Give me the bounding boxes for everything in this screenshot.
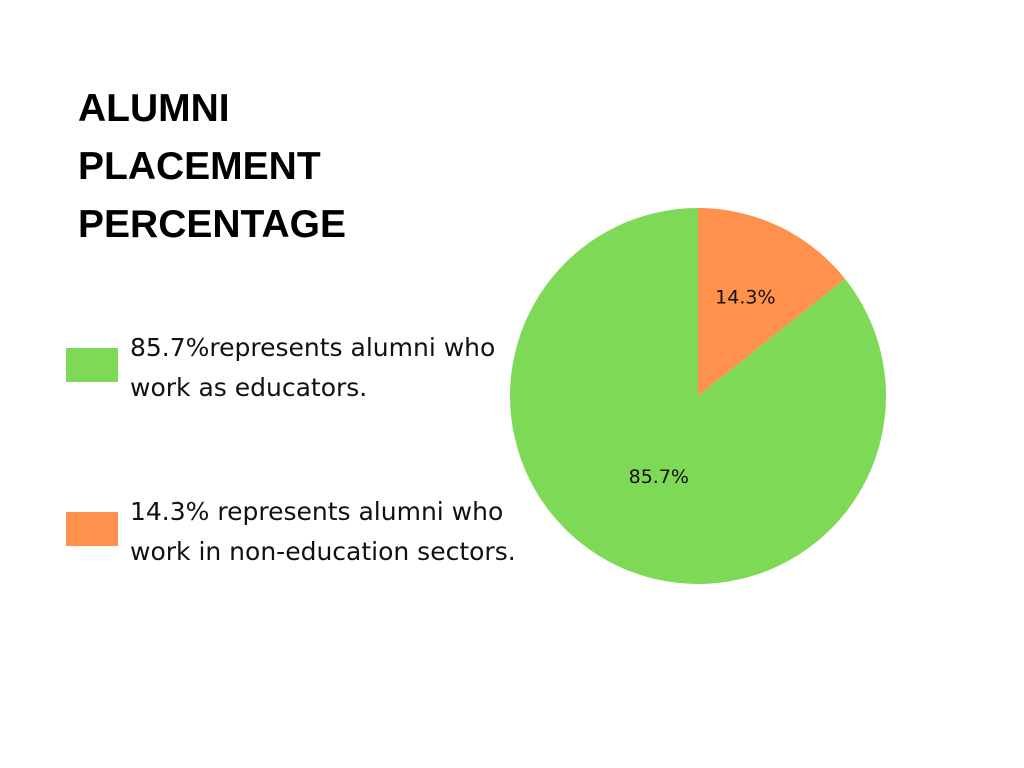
legend-label: 85.7%represents alumni who work as educa…	[130, 333, 496, 402]
pie-slice	[698, 208, 846, 396]
legend-label: 14.3% represents alumni who work in non-…	[130, 497, 516, 566]
pie-slice	[510, 208, 887, 584]
chart-title: ALUMNI PLACEMENT PERCENTAGE	[78, 87, 346, 246]
legend-swatch	[66, 348, 118, 382]
data-label: 14.3%	[715, 286, 775, 308]
data-label: 85.7%	[629, 466, 689, 488]
legend-swatch	[66, 512, 118, 546]
